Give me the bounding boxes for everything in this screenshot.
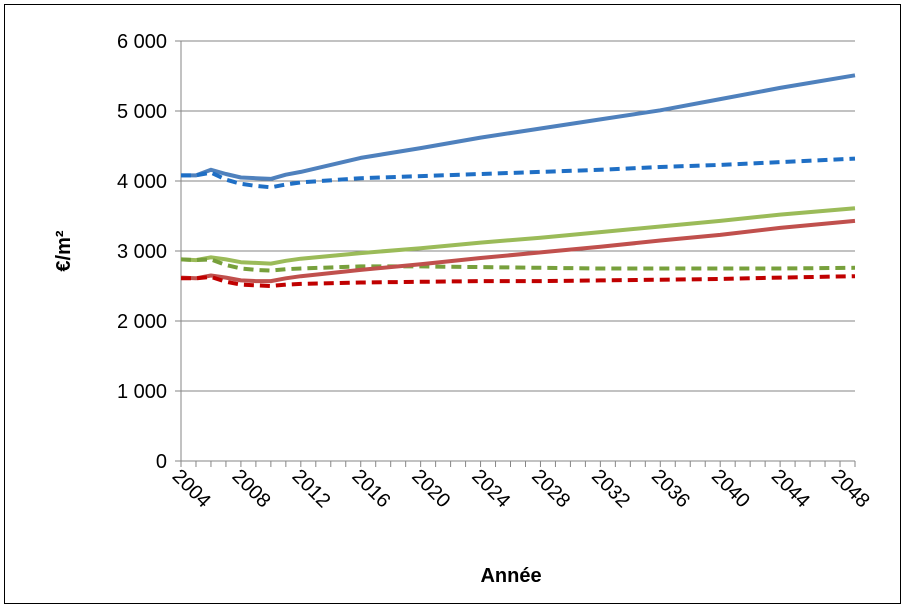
- series-line-3: [180, 206, 856, 266]
- x-tick-label: 2012: [288, 465, 335, 512]
- x-tick-label: 2004: [168, 465, 215, 512]
- series-line-2: [181, 156, 856, 190]
- y-tick-label: 6 000: [117, 31, 167, 53]
- x-tick-label: 2032: [587, 465, 634, 512]
- x-tick-labels: 2004 2008 2012 2016 2020 2024 2028 2032 2036 2040…: [168, 465, 874, 512]
- y-tick-label: 2 000: [117, 311, 167, 333]
- y-tick-label: 0: [156, 451, 167, 473]
- series-line-5: [180, 218, 856, 284]
- x-tick-label: 2024: [467, 465, 514, 512]
- x-tick-label: 2040: [707, 465, 754, 512]
- x-tick-label: 2016: [347, 465, 394, 512]
- y-tick-labels: 0 1 000 2 000 3 000 4 000 5 000 6 000: [117, 31, 167, 473]
- x-axis-title: Année: [480, 565, 541, 587]
- y-tick-label: 4 000: [117, 171, 167, 193]
- series-lines: [180, 73, 856, 288]
- x-tick-label: 2008: [228, 465, 275, 512]
- x-tick-label: 2036: [647, 465, 694, 512]
- series-line-6: [181, 274, 856, 288]
- y-tick-label: 1 000: [117, 381, 167, 403]
- y-tick-label: 3 000: [117, 241, 167, 263]
- series-line-1: [181, 73, 856, 181]
- series-line-4: [180, 257, 856, 273]
- chart-frame: [4, 4, 901, 604]
- y-tick-label: 5 000: [117, 101, 167, 123]
- x-tick-label: 2028: [527, 465, 574, 512]
- x-tick-label: 2020: [407, 465, 454, 512]
- x-tick-label: 2044: [767, 465, 814, 512]
- x-tick-label: 2048: [827, 465, 874, 512]
- axes: [175, 40, 856, 467]
- gridlines: [181, 40, 855, 392]
- y-axis-title: €/m²: [53, 230, 75, 271]
